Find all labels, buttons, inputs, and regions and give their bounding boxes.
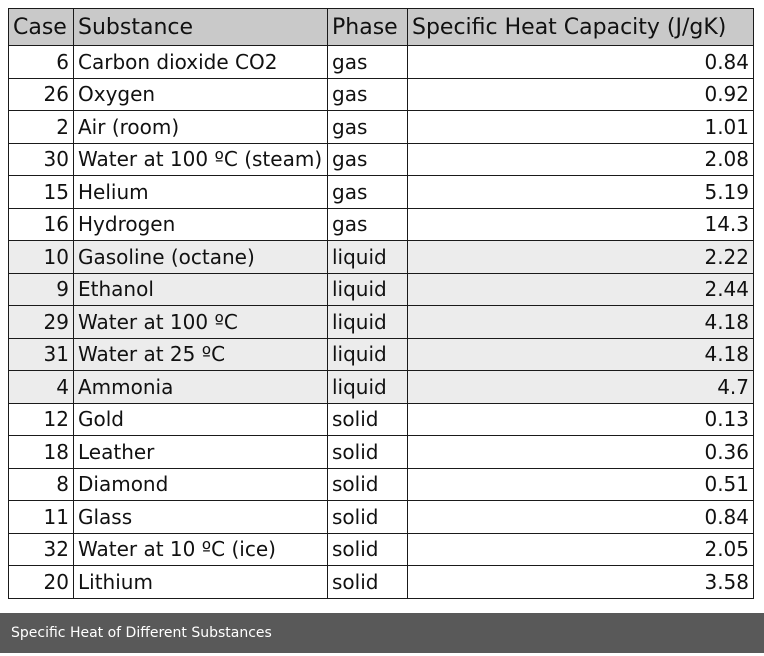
table-row: 29 Water at 100 ºC liquid 4.18	[8, 305, 754, 339]
phase-cell: liquid	[327, 305, 408, 339]
specific-heat-cell: 0.51	[407, 467, 754, 501]
header-row: Case Substance Phase Specific Heat Capac…	[8, 8, 754, 46]
substance-cell: Ethanol	[73, 272, 328, 306]
table-row: 32 Water at 10 ºC (ice) solid 2.05	[8, 532, 754, 566]
case-cell: 9	[8, 272, 74, 306]
phase-cell: liquid	[327, 370, 408, 404]
case-cell: 2	[8, 110, 74, 144]
phase-cell: solid	[327, 402, 408, 436]
case-cell: 20	[8, 565, 74, 599]
table-caption: Specific Heat of Different Substances	[0, 613, 764, 653]
table-row: 15 Helium gas 5.19	[8, 175, 754, 209]
phase-cell: liquid	[327, 240, 408, 274]
table-body: 6 Carbon dioxide CO2 gas 0.84 26 Oxygen gas 0.9…	[8, 45, 754, 599]
specific-heat-cell: 2.44	[407, 272, 754, 306]
specific-heat-cell: 3.58	[407, 565, 754, 599]
phase-cell: gas	[327, 207, 408, 241]
substance-cell: Gasoline (octane)	[73, 240, 328, 274]
header-case: Case	[8, 8, 74, 46]
phase-cell: solid	[327, 565, 408, 599]
phase-cell: gas	[327, 142, 408, 176]
substance-cell: Glass	[73, 500, 328, 534]
substance-cell: Carbon dioxide CO2	[73, 45, 328, 79]
table-row: 18 Leather solid 0.36	[8, 435, 754, 469]
phase-cell: gas	[327, 77, 408, 111]
specific-heat-cell: 0.92	[407, 77, 754, 111]
table-row: 9 Ethanol liquid 2.44	[8, 272, 754, 306]
substance-cell: Water at 100 ºC (steam)	[73, 142, 328, 176]
specific-heat-cell: 2.22	[407, 240, 754, 274]
substance-cell: Leather	[73, 435, 328, 469]
substance-cell: Gold	[73, 402, 328, 436]
table-row: 4 Ammonia liquid 4.7	[8, 370, 754, 404]
table-header: Case Substance Phase Specific Heat Capac…	[8, 8, 754, 46]
phase-cell: solid	[327, 500, 408, 534]
phase-cell: solid	[327, 467, 408, 501]
case-cell: 30	[8, 142, 74, 176]
specific-heat-cell: 4.18	[407, 337, 754, 371]
substance-cell: Helium	[73, 175, 328, 209]
case-cell: 26	[8, 77, 74, 111]
case-cell: 29	[8, 305, 74, 339]
phase-cell: solid	[327, 435, 408, 469]
specific-heat-cell: 0.36	[407, 435, 754, 469]
case-cell: 11	[8, 500, 74, 534]
substance-cell: Lithium	[73, 565, 328, 599]
specific-heat-table-container: Case Substance Phase Specific Heat Capac…	[8, 8, 754, 599]
phase-cell: liquid	[327, 337, 408, 371]
phase-cell: liquid	[327, 272, 408, 306]
table-row: 8 Diamond solid 0.51	[8, 467, 754, 501]
specific-heat-cell: 1.01	[407, 110, 754, 144]
table-row: 11 Glass solid 0.84	[8, 500, 754, 534]
table-row: 26 Oxygen gas 0.92	[8, 77, 754, 111]
specific-heat-cell: 14.3	[407, 207, 754, 241]
substance-cell: Hydrogen	[73, 207, 328, 241]
case-cell: 4	[8, 370, 74, 404]
table-row: 6 Carbon dioxide CO2 gas 0.84	[8, 45, 754, 79]
phase-cell: gas	[327, 110, 408, 144]
phase-cell: gas	[327, 175, 408, 209]
case-cell: 15	[8, 175, 74, 209]
header-specific-heat: Specific Heat Capacity (J/gK)	[407, 8, 754, 46]
specific-heat-cell: 4.7	[407, 370, 754, 404]
substance-cell: Diamond	[73, 467, 328, 501]
specific-heat-cell: 2.05	[407, 532, 754, 566]
specific-heat-cell: 0.84	[407, 45, 754, 79]
header-substance: Substance	[73, 8, 328, 46]
phase-cell: gas	[327, 45, 408, 79]
case-cell: 32	[8, 532, 74, 566]
phase-cell: solid	[327, 532, 408, 566]
table-row: 30 Water at 100 ºC (steam) gas 2.08	[8, 142, 754, 176]
specific-heat-table: Case Substance Phase Specific Heat Capac…	[8, 8, 754, 599]
case-cell: 12	[8, 402, 74, 436]
substance-cell: Air (room)	[73, 110, 328, 144]
table-row: 12 Gold solid 0.13	[8, 402, 754, 436]
table-row: 31 Water at 25 ºC liquid 4.18	[8, 337, 754, 371]
table-row: 20 Lithium solid 3.58	[8, 565, 754, 599]
specific-heat-cell: 2.08	[407, 142, 754, 176]
case-cell: 8	[8, 467, 74, 501]
substance-cell: Oxygen	[73, 77, 328, 111]
substance-cell: Water at 100 ºC	[73, 305, 328, 339]
table-row: 2 Air (room) gas 1.01	[8, 110, 754, 144]
case-cell: 18	[8, 435, 74, 469]
specific-heat-cell: 0.13	[407, 402, 754, 436]
substance-cell: Water at 25 ºC	[73, 337, 328, 371]
substance-cell: Water at 10 ºC (ice)	[73, 532, 328, 566]
case-cell: 16	[8, 207, 74, 241]
case-cell: 6	[8, 45, 74, 79]
header-phase: Phase	[327, 8, 408, 46]
specific-heat-cell: 4.18	[407, 305, 754, 339]
specific-heat-cell: 0.84	[407, 500, 754, 534]
table-row: 16 Hydrogen gas 14.3	[8, 207, 754, 241]
specific-heat-cell: 5.19	[407, 175, 754, 209]
case-cell: 31	[8, 337, 74, 371]
substance-cell: Ammonia	[73, 370, 328, 404]
case-cell: 10	[8, 240, 74, 274]
table-row: 10 Gasoline (octane) liquid 2.22	[8, 240, 754, 274]
